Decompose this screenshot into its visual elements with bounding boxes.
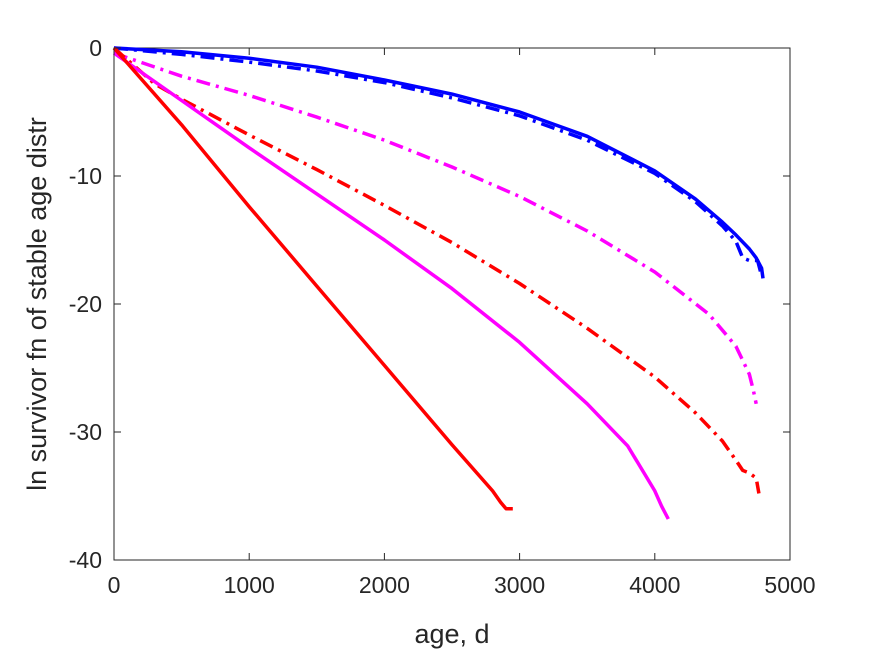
x-tick-label: 3000 <box>494 572 545 598</box>
y-tick-label: -40 <box>69 547 102 573</box>
tick-layer: 0 1000 2000 3000 4000 5000 0 -10 -20 -30 -40 <box>69 35 816 598</box>
x-tick-label: 5000 <box>764 572 815 598</box>
y-tick-label: 0 <box>89 35 102 61</box>
y-tick-label: -10 <box>69 163 102 189</box>
series-layer <box>112 46 765 520</box>
series-line-6 <box>112 46 513 511</box>
y-tick-label: -30 <box>69 419 102 445</box>
x-tick-label: 0 <box>108 572 121 598</box>
y-tick-label: -20 <box>69 291 102 317</box>
series-line-5 <box>112 51 670 520</box>
x-tick-label: 4000 <box>629 572 680 598</box>
series-line-1 <box>113 46 765 279</box>
x-tick-label: 1000 <box>224 572 275 598</box>
series-line-3 <box>113 51 758 405</box>
x-tick-label: 2000 <box>359 572 410 598</box>
y-axis-label: ln survivor fn of stable age distr <box>22 117 52 491</box>
series-line-4 <box>112 46 761 494</box>
x-axis-label: age, d <box>414 619 489 649</box>
